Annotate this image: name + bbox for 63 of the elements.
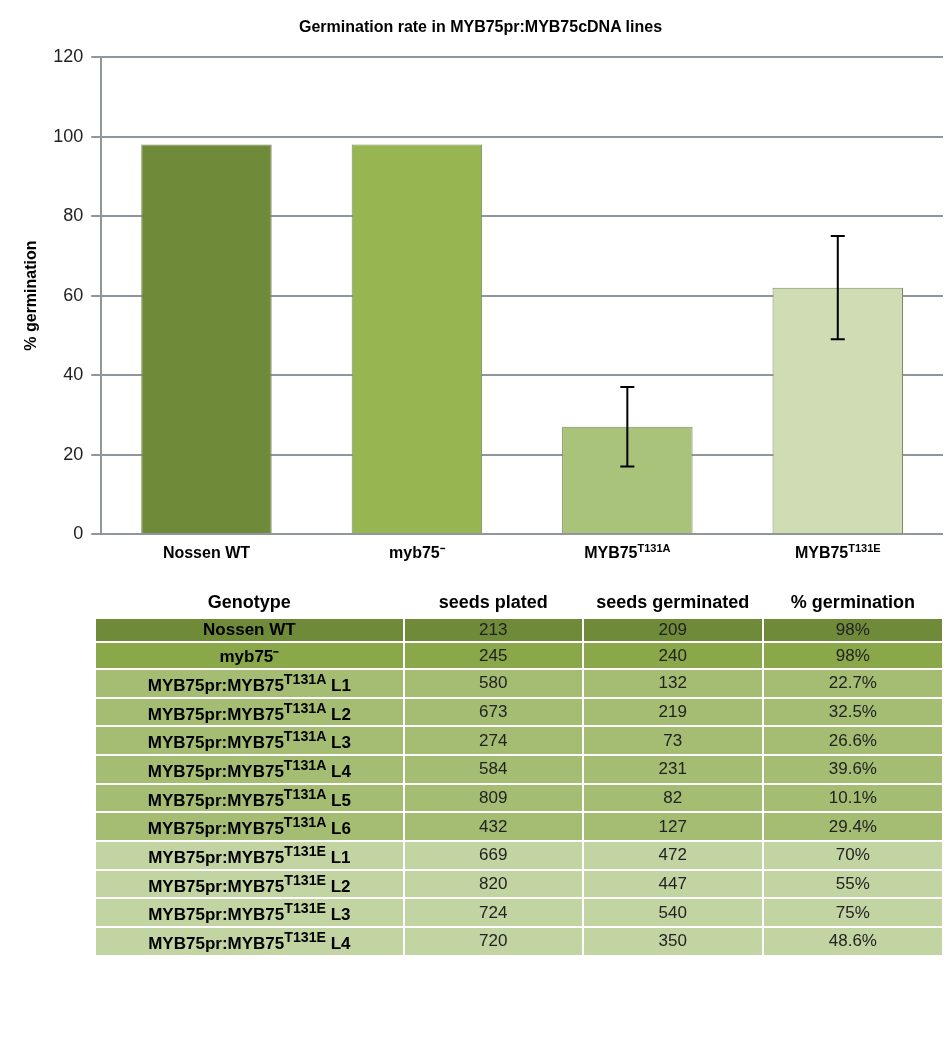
- text: 673: [479, 701, 508, 721]
- text: 98%: [835, 620, 870, 639]
- text: 720: [479, 931, 508, 951]
- text: 350: [658, 931, 687, 951]
- category-label: seeds plated: [437, 591, 549, 614]
- category-label: % germination: [789, 591, 916, 614]
- y-tick-label: 0: [73, 522, 84, 543]
- text: 809: [479, 787, 508, 807]
- category-label: MYB75pr:MYB75$^{T131E}$ L1: [148, 842, 351, 867]
- text: 447: [658, 873, 687, 893]
- category-label: MYB75pr:MYB75$^{T131A}$ L3: [147, 728, 351, 752]
- text: 26.6%: [828, 730, 877, 750]
- text: 584: [479, 759, 508, 779]
- text: 39.6%: [828, 759, 877, 779]
- text: 22.7%: [828, 673, 877, 693]
- text: 73: [663, 730, 683, 750]
- x-tick-label: myb75⁻: [389, 544, 446, 561]
- y-axis-title: % germination: [22, 240, 40, 351]
- text: 98%: [835, 645, 870, 665]
- category-label: MYB75pr:MYB75$^{T131A}$ L4: [147, 756, 351, 781]
- text: 240: [658, 645, 687, 665]
- category-label: MYB75pr:MYB75$^{T131A}$ L1: [147, 671, 351, 695]
- y-tick-label: 80: [63, 205, 84, 226]
- text: 724: [479, 902, 508, 922]
- text: 245: [479, 645, 508, 665]
- text: 32.5%: [828, 701, 877, 721]
- chart-title: Germination rate in MYB75pr:MYB75cDNA lines: [298, 18, 663, 36]
- y-tick-label: 120: [53, 46, 84, 67]
- category-label: MYB75pr:MYB75$^{T131A}$ L6: [147, 814, 351, 838]
- x-tick-label: Nossen WT: [162, 544, 251, 561]
- y-tick-label: 60: [63, 284, 84, 305]
- text: 70%: [835, 845, 870, 865]
- category-label: MYB75pr:MYB75$^{T131A}$ L5: [147, 785, 351, 810]
- text: 580: [479, 673, 508, 693]
- y-tick-label: 40: [63, 364, 84, 385]
- text: 127: [658, 816, 687, 836]
- y-tick-label: 100: [53, 125, 84, 146]
- text: 132: [658, 673, 687, 693]
- text: 669: [479, 845, 508, 865]
- text: 209: [658, 620, 687, 639]
- text: 820: [479, 873, 508, 893]
- text: 432: [479, 816, 508, 836]
- text: 472: [658, 845, 687, 865]
- text: 540: [658, 902, 687, 922]
- category-label: Nossen WT: [203, 620, 296, 639]
- text: 55%: [835, 873, 870, 893]
- text: 274: [479, 730, 508, 750]
- text: 219: [658, 701, 687, 721]
- category-label: MYB75pr:MYB75$^{T131E}$ L3: [148, 900, 351, 924]
- text: 213: [479, 620, 508, 639]
- text: 48.6%: [828, 931, 877, 951]
- y-tick-label: 20: [63, 443, 84, 464]
- category-label: MYB75pr:MYB75$^{T131E}$ L4: [148, 928, 351, 953]
- text: Genotype: [206, 591, 292, 614]
- text: 82: [663, 787, 683, 807]
- category-label: myb75⁻: [219, 647, 280, 666]
- text: 231: [658, 759, 687, 779]
- category-label: MYB75pr:MYB75$^{T131E}$ L2: [148, 871, 351, 896]
- text: 10.1%: [828, 787, 877, 807]
- text: 75%: [835, 902, 870, 922]
- category-label: seeds germinated: [595, 591, 751, 614]
- category-label: MYB75pr:MYB75$^{T131A}$ L2: [147, 699, 351, 724]
- text: 29.4%: [828, 816, 877, 836]
